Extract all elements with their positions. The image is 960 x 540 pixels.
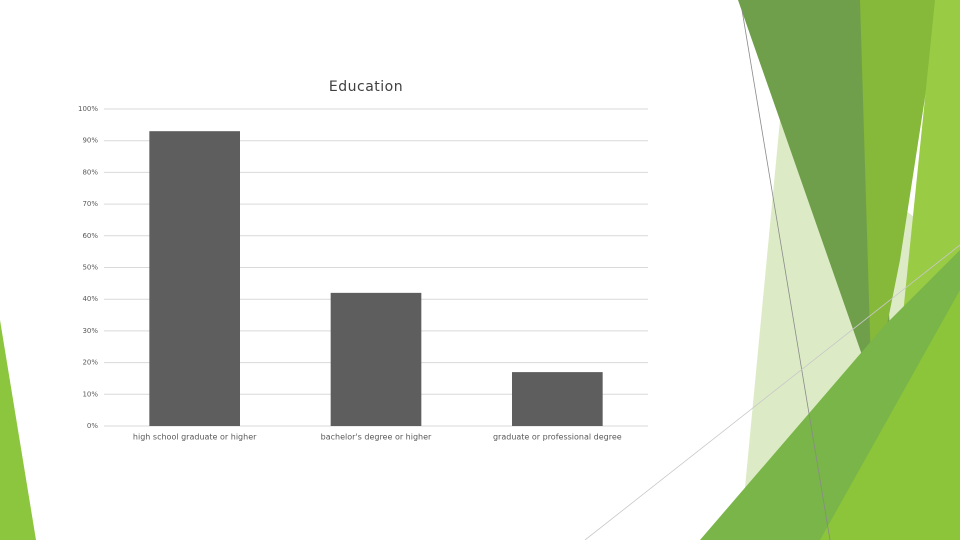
y-tick-label: 80% [82,168,98,176]
deco-shape [860,0,940,400]
bar [149,131,240,426]
y-tick-label: 0% [87,422,98,430]
x-tick-label: graduate or professional degree [493,433,622,442]
y-tick-label: 100% [78,105,98,113]
bar [330,292,422,426]
deco-shape [820,290,960,540]
deco-line [741,9,831,540]
bar [512,372,603,426]
x-tick-label: high school graduate or higher [133,433,257,442]
y-tick-label: 10% [82,390,98,398]
deco-shape [0,320,36,540]
y-tick-label: 20% [82,359,98,367]
deco-shape [738,0,890,355]
deco-line [584,244,960,540]
y-tick-label: 90% [82,137,98,145]
y-tick-label: 40% [82,295,98,303]
y-tick-label: 50% [82,264,98,272]
y-tick-label: 60% [82,232,98,240]
y-tick-label: 30% [82,327,98,335]
chart-title: Education [329,79,403,95]
y-tick-label: 70% [82,200,98,208]
x-tick-label: bachelor's degree or higher [321,433,432,442]
